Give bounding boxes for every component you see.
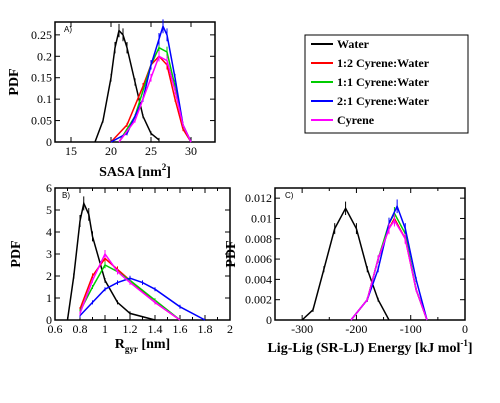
x-tick-label: 2	[227, 322, 233, 336]
x-axis-label: Lig-Lig (SR-LJ) Energy [kJ mol-1]	[267, 338, 472, 356]
panel-1: 0.6 0.8 1 1.2 1.4 1.6 1.8 2 0 1 2 3 4 5 6 B) PDF Rgyr [nm…	[9, 181, 233, 354]
y-tick-label: 0.012	[245, 191, 272, 205]
y-tick-label: 0.01	[251, 211, 272, 225]
series-line	[301, 206, 390, 321]
y-tick-label: 0.15	[31, 71, 52, 85]
x-tick-label: 0	[462, 322, 468, 336]
panel-label: C)	[285, 191, 294, 200]
x-tick-label: 1.4	[148, 322, 163, 336]
legend: Water 1:2 Cyrene:Water 1:1 Cyrene:Water 2:1…	[304, 34, 469, 134]
plot-frame	[274, 187, 466, 321]
plot-frame	[54, 21, 216, 143]
y-axis-label: PDF	[7, 68, 22, 95]
y-axis-label: PDF	[224, 240, 239, 267]
legend-label: Cyrene	[337, 113, 375, 127]
panel-0: 15 20 25 30 0 0.05 0.1 0.15 0.2 0.25 A) PDF SASA [nm…	[7, 19, 216, 180]
y-tick-label: 6	[46, 181, 52, 195]
y-tick-label: 5	[46, 203, 52, 217]
series-line	[350, 219, 428, 321]
y-tick-label: 0.05	[31, 114, 52, 128]
x-tick-label: 1.2	[123, 322, 138, 336]
legend-label: Water	[337, 37, 370, 51]
y-tick-label: 0.25	[31, 28, 52, 42]
panel-2: -300 -200 -100 0 0 0.002 0.004 0.006 0.008 0.01 0.…	[224, 187, 473, 356]
plot-frame	[54, 187, 231, 321]
series-line	[66, 201, 156, 321]
x-tick-label: 0.6	[48, 322, 63, 336]
x-tick-label: 1	[102, 322, 108, 336]
x-tick-label: 0.8	[73, 322, 88, 336]
x-tick-label: -300	[291, 322, 313, 336]
y-tick-label: 0.008	[245, 232, 272, 246]
x-tick-label: -200	[345, 322, 367, 336]
legend-box	[304, 34, 469, 134]
series-line	[118, 55, 192, 143]
y-tick-label: 0	[266, 313, 272, 327]
x-tick-label: 1.8	[198, 322, 213, 336]
x-tick-label: 1.6	[173, 322, 188, 336]
y-tick-label: 1	[46, 291, 52, 305]
x-tick-label: -100	[400, 322, 422, 336]
y-tick-label: 0.2	[37, 49, 52, 63]
y-tick-label: 0.1	[37, 92, 52, 106]
y-axis-label: PDF	[9, 240, 24, 267]
panel-label: A)	[64, 25, 72, 34]
x-tick-label: 20	[105, 144, 117, 158]
y-tick-label: 4	[46, 225, 52, 239]
series-line	[79, 257, 181, 321]
y-tick-label: 0	[46, 135, 52, 149]
x-axis-label: SASA [nm2]	[99, 162, 171, 180]
series-line	[110, 24, 192, 143]
x-tick-label: 25	[145, 144, 157, 158]
y-tick-label: 2	[46, 269, 52, 283]
x-tick-label: 15	[65, 144, 77, 158]
legend-label: 1:1 Cyrene:Water	[337, 75, 430, 89]
y-tick-label: 0	[46, 313, 52, 327]
legend-label: 2:1 Cyrene:Water	[337, 94, 430, 108]
y-tick-label: 0.006	[245, 252, 272, 266]
x-axis-label: Rgyr [nm]	[115, 337, 170, 354]
y-tick-label: 0.004	[245, 272, 272, 286]
x-tick-label: 30	[185, 144, 197, 158]
y-tick-label: 3	[46, 247, 52, 261]
y-tick-label: 0.002	[245, 293, 272, 307]
legend-label: 1:2 Cyrene:Water	[337, 56, 430, 70]
series-line	[79, 252, 181, 321]
panel-label: B)	[62, 191, 70, 200]
